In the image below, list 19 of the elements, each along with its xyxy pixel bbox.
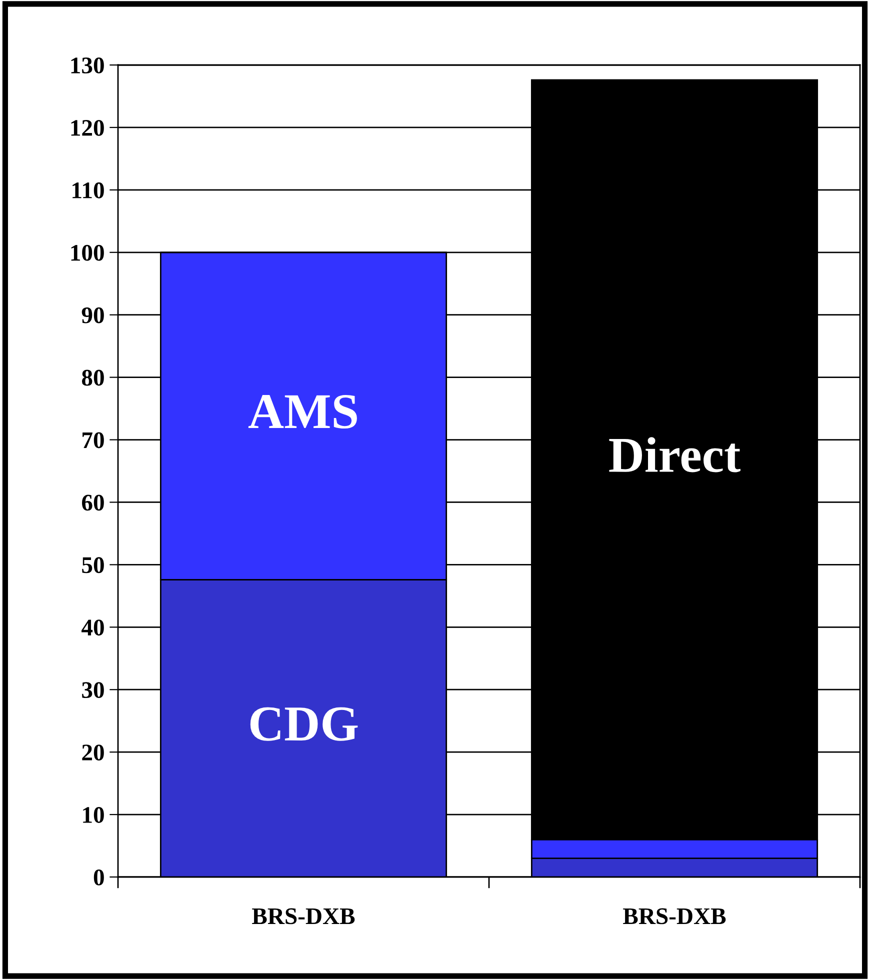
y-tick-label: 0 (94, 869, 104, 886)
y-tick-label: 120 (71, 120, 104, 136)
y-tick-label: 130 (71, 57, 104, 74)
y-tick-label: 20 (82, 744, 104, 760)
y-tick-label: 80 (82, 370, 104, 386)
x-tick-label: BRS-DXB (252, 908, 355, 924)
y-tick-label: 110 (72, 182, 104, 198)
y-tick-label: 10 (83, 807, 104, 823)
y-tick-label: 100 (71, 244, 104, 261)
y-tick-label: 50 (82, 557, 104, 574)
y-tick-label: 60 (82, 494, 104, 511)
y-tick-label: 30 (82, 682, 104, 698)
x-tick-label: BRS-DXB (623, 908, 726, 924)
series-label: CDG (250, 707, 358, 741)
y-tick-label: 70 (82, 432, 104, 448)
y-tick-label: 40 (82, 620, 104, 636)
series-label: Direct (609, 437, 740, 472)
series-label: AMS (248, 394, 357, 429)
y-tick-label: 90 (82, 307, 104, 324)
